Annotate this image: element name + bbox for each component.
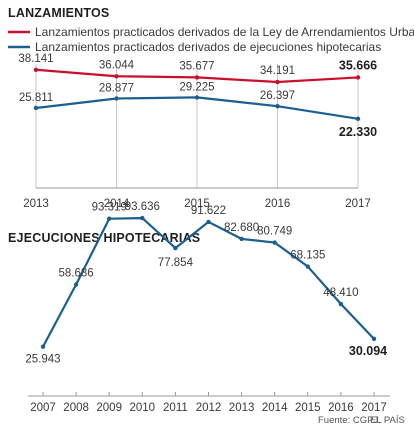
chart1-point-1-2013 [33,105,39,111]
chart1-datalabel-1-2013: 25.811 [19,92,53,104]
chart1-point-0-2016 [275,79,280,85]
chart1-point-1-2017 [355,116,361,121]
chart1-point-0-2015 [194,75,200,80]
chart1-point-1-2015 [194,95,200,100]
legend-label-arrendamientos: Lanzamientos practicados derivados de la… [35,25,414,39]
chart2-point-2010 [140,215,145,221]
chart1-datalabel-0-2017: 35.666 [339,58,377,72]
chart1-xtick-2013: 2013 [23,198,49,210]
chart2-xtick-2009: 2009 [96,402,122,414]
chart1-point-0-2014 [114,74,119,79]
chart1-point-1-2016 [275,103,280,109]
chart1-datalabel-1-2017: 22.330 [339,125,377,139]
chart2-title: EJECUCIONES HIPOTECARIAS [8,231,200,245]
chart2-xtick-2016: 2016 [328,402,354,414]
chart2-datalabel-2011: 77.854 [158,257,194,269]
chart2-datalabel-2013: 82.680 [224,222,259,234]
chart2-point-2007 [40,344,46,349]
chart1-point-1-2014 [114,96,119,101]
chart2-datalabel-2017: 30.094 [349,344,387,358]
chart1-point-0-2017 [355,75,361,80]
chart1-datalabel-0-2015: 35.677 [179,60,214,72]
chart2-datalabel-2016: 48.410 [323,287,358,299]
chart2-datalabel-2015: 68.135 [290,250,325,262]
chart1-datalabel-0-2014: 36.044 [99,59,135,71]
chart2-point-2008 [73,282,79,287]
chart2-xtick-2008: 2008 [63,402,89,414]
chart1-lanzamientos: 2013 2014 2015 2016 2017 38.141 36.044 35.677 34… [18,53,377,210]
chart2-xtick-2010: 2010 [130,402,156,414]
chart1-datalabel-1-2016: 26.397 [260,90,295,102]
chart1-xtick-2016: 2016 [265,198,291,210]
chart2-point-2016 [338,301,344,307]
chart2-point-2015 [305,264,310,269]
chart2-datalabel-2007: 25.943 [25,354,60,366]
chart1-datalabel-1-2014: 28.877 [99,82,134,94]
chart2-xtick-2015: 2015 [295,402,321,414]
chart2-datalabel-2014: 80.749 [257,226,292,238]
chart2-xtick-2011: 2011 [163,402,188,414]
chart2-datalabel-2009: 93.319 [92,202,127,214]
chart2-datalabel-2012: 91.622 [191,205,226,217]
chart2-xtick-2014: 2014 [262,402,288,414]
chart1-xtick-2014: 2014 [104,198,130,210]
chart2-xtick-2012: 2012 [196,402,222,414]
chart2-point-2012 [206,219,211,225]
chart2-xtick-2007: 2007 [30,402,56,414]
chart1-point-0-2013 [33,67,39,72]
chart1-title: LANZAMIENTOS [8,6,109,20]
chart2-point-2014 [272,240,277,245]
source-note: Fuente: CGPJ. [318,415,381,426]
chart2-point-2011 [173,245,178,251]
chart1-datalabel-0-2016: 34.191 [260,65,295,77]
chart2-point-2017 [371,336,377,342]
chart1-datalabel-1-2015: 29.225 [179,81,214,93]
chart1-datalabel-0-2013: 38.141 [18,53,53,65]
legend-label-hipotecarias: Lanzamientos practicados derivados de ej… [35,40,381,54]
chart2-datalabel-2010: 93.636 [125,201,160,213]
chart2-xtick-2013: 2013 [229,402,255,414]
chart1-xtick-2017: 2017 [345,198,371,210]
brand-label: EL PAÍS [370,415,405,426]
chart2-datalabel-2008: 58.686 [59,267,94,279]
chart1-xtick-2015: 2015 [184,198,210,210]
chart2-point-2009 [107,216,112,221]
chart2-ejecuciones: 2007 2008 2009 2010 2011 2012 2013 2014 2015 2016… [25,201,390,414]
chart2-point-2013 [239,236,244,242]
chart2-xtick-2017: 2017 [361,402,387,414]
